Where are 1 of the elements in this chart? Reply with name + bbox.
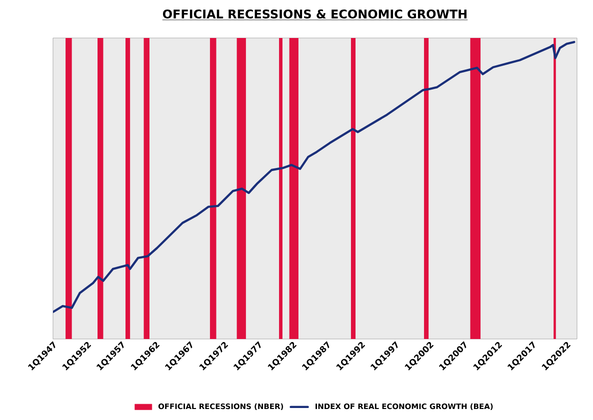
chart-title: OFFICIAL RECESSIONS & ECONOMIC GROWTH [162, 9, 466, 19]
